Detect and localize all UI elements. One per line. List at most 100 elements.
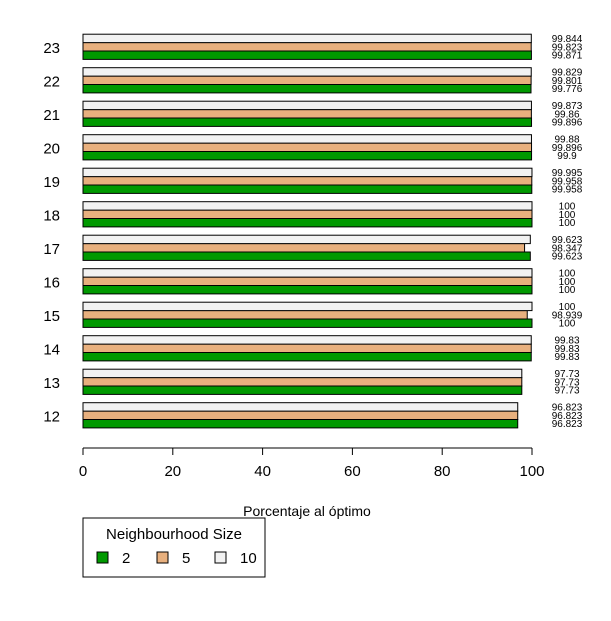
category-label: 12 — [43, 408, 60, 425]
legend-box — [82, 517, 266, 578]
bar — [82, 410, 519, 421]
category-label: 23 — [43, 40, 60, 57]
data-label: 99.871 — [552, 51, 583, 62]
data-label: 99.83 — [554, 352, 579, 363]
data-label: 97.73 — [554, 377, 579, 388]
data-label: 99.844 — [552, 34, 583, 45]
bar — [82, 75, 532, 85]
data-label: 96.823 — [552, 402, 583, 413]
bar — [82, 343, 532, 354]
x-tick-label: 60 — [344, 463, 361, 480]
bar — [82, 84, 532, 94]
bar — [82, 134, 532, 144]
category-label: 16 — [43, 274, 60, 291]
category-label: 21 — [43, 107, 60, 124]
legend-entries: 2 5 10 — [96, 550, 257, 567]
data-label: 100 — [559, 201, 576, 212]
category-labels-layer: 12 13 14 15 16 17 18 19 20 21 22 23 — [43, 40, 60, 425]
data-label: 100 — [559, 319, 576, 330]
category-label: 22 — [43, 73, 60, 90]
data-label: 100 — [559, 210, 576, 221]
bar — [82, 151, 533, 161]
bars-layer — [82, 33, 533, 429]
data-label: 100 — [559, 302, 576, 313]
data-label: 99.896 — [552, 118, 583, 129]
data-label: 100 — [559, 285, 576, 296]
data-label: 98.347 — [552, 243, 583, 254]
data-label: 96.823 — [552, 419, 583, 430]
x-tick-label: 80 — [434, 463, 451, 480]
x-tick-label: 100 — [519, 463, 544, 480]
data-label: 98.939 — [552, 310, 583, 321]
data-label: 96.823 — [552, 411, 583, 422]
bar — [82, 218, 533, 228]
bar — [82, 251, 531, 261]
data-label: 99.623 — [552, 252, 583, 263]
data-label: 99.958 — [552, 185, 583, 196]
bar — [82, 234, 531, 245]
bar — [82, 285, 533, 295]
category-label: 13 — [43, 375, 60, 392]
x-tick-label: 0 — [79, 463, 87, 480]
data-label: 97.73 — [554, 386, 579, 397]
data-labels-layer: 96.82396.82396.82397.7397.7397.7399.8399… — [552, 34, 583, 430]
bar — [82, 268, 533, 278]
bar — [82, 184, 533, 194]
bar — [82, 117, 533, 127]
bar — [82, 50, 532, 60]
data-label: 99.88 — [554, 134, 579, 145]
bar — [82, 142, 533, 153]
legend-swatch — [96, 551, 109, 564]
category-label: 14 — [43, 341, 60, 358]
x-tick-label: 40 — [254, 463, 271, 480]
data-label: 99.83 — [554, 335, 579, 346]
bar — [82, 335, 532, 345]
category-label: 20 — [43, 140, 60, 157]
legend-title: Neighbourhood Size — [106, 526, 242, 543]
x-tick-label: 20 — [164, 463, 181, 480]
bar — [82, 310, 528, 320]
data-label: 99.823 — [552, 42, 583, 53]
bar — [82, 419, 519, 429]
bar — [82, 201, 533, 211]
bar — [82, 42, 532, 52]
data-label: 99.776 — [552, 84, 583, 95]
category-label: 15 — [43, 308, 60, 325]
x-axis: 0 20 40 60 80 100 — [79, 447, 545, 480]
data-label: 99.873 — [552, 101, 583, 112]
bar — [82, 167, 533, 178]
data-label: 99.829 — [552, 67, 583, 78]
bar — [82, 276, 533, 287]
legend-swatch — [156, 551, 169, 564]
data-label: 97.73 — [554, 369, 579, 380]
data-label: 99.86 — [554, 109, 579, 120]
bar — [82, 209, 533, 220]
data-label: 100 — [559, 218, 576, 229]
data-label: 99.958 — [552, 176, 583, 187]
bar — [82, 67, 532, 77]
bar — [82, 176, 533, 186]
bar — [82, 100, 532, 111]
legend: Neighbourhood Size 2 5 10 — [82, 517, 266, 578]
bar — [82, 33, 532, 44]
category-label: 17 — [43, 241, 60, 258]
legend-label: 5 — [182, 550, 190, 567]
bar — [82, 109, 532, 119]
data-label: 99.83 — [554, 344, 579, 355]
x-axis-title: Porcentaje al óptimo — [243, 503, 371, 519]
legend-label: 10 — [240, 550, 257, 567]
data-label: 99.623 — [552, 235, 583, 246]
category-label: 18 — [43, 207, 60, 224]
bar — [82, 318, 533, 328]
bar — [82, 301, 533, 312]
data-label: 99.896 — [552, 143, 583, 154]
bar — [82, 377, 523, 387]
bar — [82, 368, 523, 379]
data-label: 99.801 — [552, 76, 583, 87]
data-label: 99.9 — [557, 151, 577, 162]
legend-label: 2 — [122, 550, 130, 567]
data-label: 100 — [559, 277, 576, 288]
bar — [82, 402, 519, 412]
bar — [82, 243, 526, 253]
